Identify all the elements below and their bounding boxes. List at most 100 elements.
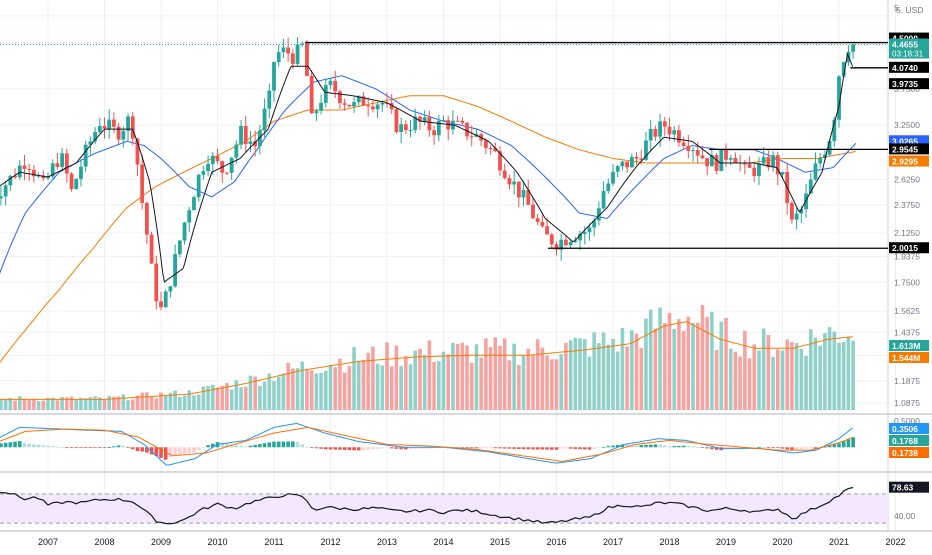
candle-body — [262, 108, 267, 131]
macd-histogram-bar — [606, 446, 611, 448]
volume-bar — [50, 397, 55, 410]
volume-bar — [846, 336, 851, 410]
macd-histogram-bar — [630, 444, 634, 448]
macd-histogram-bar — [342, 447, 347, 450]
candle-body — [149, 234, 154, 264]
macd-histogram-bar — [225, 443, 229, 448]
price-tick-label: 1.1875 — [894, 376, 920, 386]
volume-bar — [451, 342, 455, 410]
volume-bar — [229, 389, 234, 410]
macd-histogram-bar — [766, 447, 771, 449]
volume-bar — [154, 398, 159, 410]
volume-bar — [502, 338, 507, 410]
macd-histogram-bar — [107, 447, 112, 448]
time-tick-label: 2010 — [207, 537, 227, 547]
macd-histogram-bar — [695, 447, 700, 448]
macd-histogram-bar — [507, 447, 512, 449]
macd-histogram-bar — [498, 447, 502, 449]
macd-histogram-bar — [587, 447, 592, 450]
volume-bar — [418, 348, 422, 410]
volume-bar — [413, 350, 418, 410]
macd-histogram-bar — [771, 447, 775, 449]
macd-histogram-bar — [305, 446, 309, 448]
volume-bar — [672, 328, 677, 410]
candle-body — [276, 52, 281, 63]
candle-body — [648, 129, 653, 141]
macd-histogram-bar — [187, 447, 192, 453]
macd-histogram-bar — [710, 447, 714, 450]
volume-bar — [173, 390, 177, 410]
volume-bar — [611, 338, 615, 410]
macd-histogram-bar — [201, 447, 206, 449]
volume-bar — [404, 356, 408, 410]
macd-histogram-bar — [465, 447, 469, 449]
volume-bar — [140, 392, 144, 410]
candle-body — [483, 140, 488, 148]
candle-body — [677, 130, 681, 143]
candle-body — [771, 155, 775, 168]
time-tick-label: 2019 — [716, 537, 736, 547]
volume-bar — [747, 358, 752, 410]
macd-value-bg — [889, 423, 929, 434]
macd-histogram-bar — [196, 447, 201, 450]
macd-histogram-bar — [220, 442, 225, 448]
volume-bar — [578, 338, 582, 410]
candle-body — [822, 154, 827, 158]
volume-bar — [305, 369, 309, 410]
macd-histogram-bar — [493, 447, 498, 449]
volume-bar — [601, 332, 606, 410]
volume-bar — [239, 387, 243, 410]
macd-histogram-bar — [41, 445, 46, 448]
volume-bar — [691, 322, 695, 410]
candle-body — [606, 183, 611, 192]
candle-body — [168, 286, 173, 292]
macd-histogram-bar — [182, 447, 187, 454]
candle-body — [309, 75, 314, 114]
candle-body — [813, 163, 818, 180]
volume-bar — [559, 354, 564, 410]
price-tick-label: 2.6250 — [894, 174, 920, 184]
candle-body — [611, 171, 615, 184]
candle-body — [333, 80, 338, 92]
macd-histogram-bar — [394, 447, 399, 449]
volume-bar — [286, 362, 290, 410]
volume-bar — [653, 328, 658, 410]
volume-bar — [281, 373, 286, 410]
countdown-label: 03:18:31 — [892, 50, 924, 59]
macd-histogram-bar — [361, 447, 366, 451]
candle-body — [625, 161, 630, 168]
candle-body — [592, 220, 597, 228]
macd-histogram-bar — [686, 445, 691, 448]
macd-histogram-bar — [427, 447, 432, 449]
candle-body — [436, 120, 441, 136]
macd-histogram-bar — [295, 441, 300, 448]
volume-bar — [352, 347, 356, 410]
candle-body — [163, 291, 168, 308]
volume-bar — [851, 340, 855, 410]
macd-histogram-bar — [291, 441, 295, 448]
candle-body — [535, 218, 540, 222]
macd-histogram-bar — [55, 446, 60, 448]
volume-bar — [380, 365, 385, 410]
candle-body — [794, 213, 799, 220]
volume-bar — [32, 398, 36, 410]
volume-bar — [785, 339, 790, 410]
price-label-bg — [889, 135, 929, 147]
volume-bar — [752, 344, 757, 410]
macd-histogram-bar — [460, 447, 465, 449]
candle-body — [455, 120, 460, 122]
macd-histogram-bar — [272, 441, 276, 448]
candle-body — [587, 227, 592, 233]
candle-body — [714, 155, 719, 171]
volume-bar — [22, 398, 27, 410]
volume-bar — [554, 359, 559, 410]
volume-bar — [615, 351, 620, 410]
volume-bar — [517, 365, 521, 410]
price-labels: 4.50004.465503:18:314.07403.97353.02652.… — [889, 32, 929, 363]
macd-histogram-bar — [27, 443, 31, 448]
candle-body — [761, 157, 766, 164]
candle-body — [827, 141, 832, 155]
candle-body — [554, 244, 559, 250]
